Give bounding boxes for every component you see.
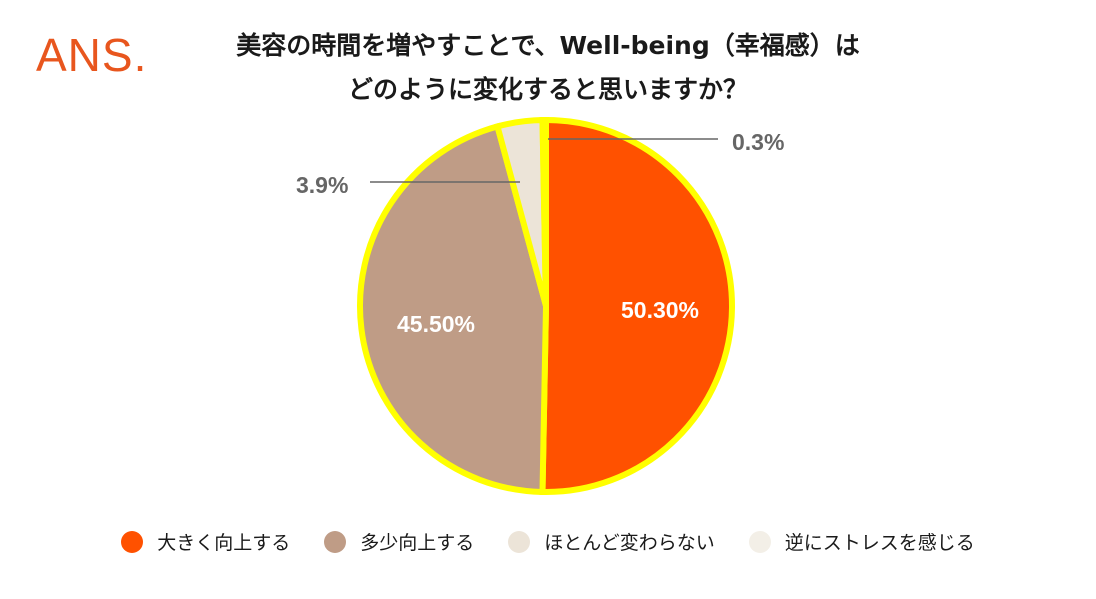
legend-label-0: 大きく向上する [157, 532, 291, 554]
data-label-1: 45.50% [397, 311, 475, 337]
legend-label-3: 逆にストレスを感じる [784, 532, 975, 554]
data-label-0: 50.30% [621, 297, 699, 323]
data-label-2: 3.9% [296, 172, 348, 198]
data-labels: 50.30% 45.50% 3.9% 0.3% [296, 129, 784, 337]
legend-label-1: 多少向上する [360, 532, 475, 554]
chart-title-line-1: 美容の時間を増やすことで、Well-being（幸福感）は [236, 31, 860, 60]
legend-swatch-0 [121, 530, 144, 553]
legend: 大きく向上する 多少向上する ほとんど変わらない 逆にストレスを感じる [0, 528, 1096, 555]
legend-swatch-2 [508, 530, 531, 553]
chart-title-line-2: どのように変化すると思いますか？ [347, 75, 748, 104]
pie-slices [357, 116, 735, 496]
chart-title: 美容の時間を増やすことで、Well-being（幸福感）は どのように変化すると… [0, 24, 1096, 112]
legend-swatch-1 [324, 530, 347, 553]
leader-lines [370, 138, 718, 183]
legend-item-0: 大きく向上する [121, 528, 290, 555]
legend-swatch-3 [748, 530, 771, 553]
ans-logo: ANS. [36, 29, 148, 81]
pie-slice-1 [357, 122, 550, 496]
legend-label-2: ほとんど変わらない [544, 532, 715, 554]
legend-item-2: ほとんど変わらない [508, 528, 715, 555]
legend-item-3: 逆にストレスを感じる [748, 528, 975, 555]
pie-slice-3 [539, 116, 549, 307]
legend-item-1: 多少向上する [324, 528, 474, 555]
data-label-3: 0.3% [732, 129, 784, 155]
pie-slice-0 [539, 116, 735, 495]
